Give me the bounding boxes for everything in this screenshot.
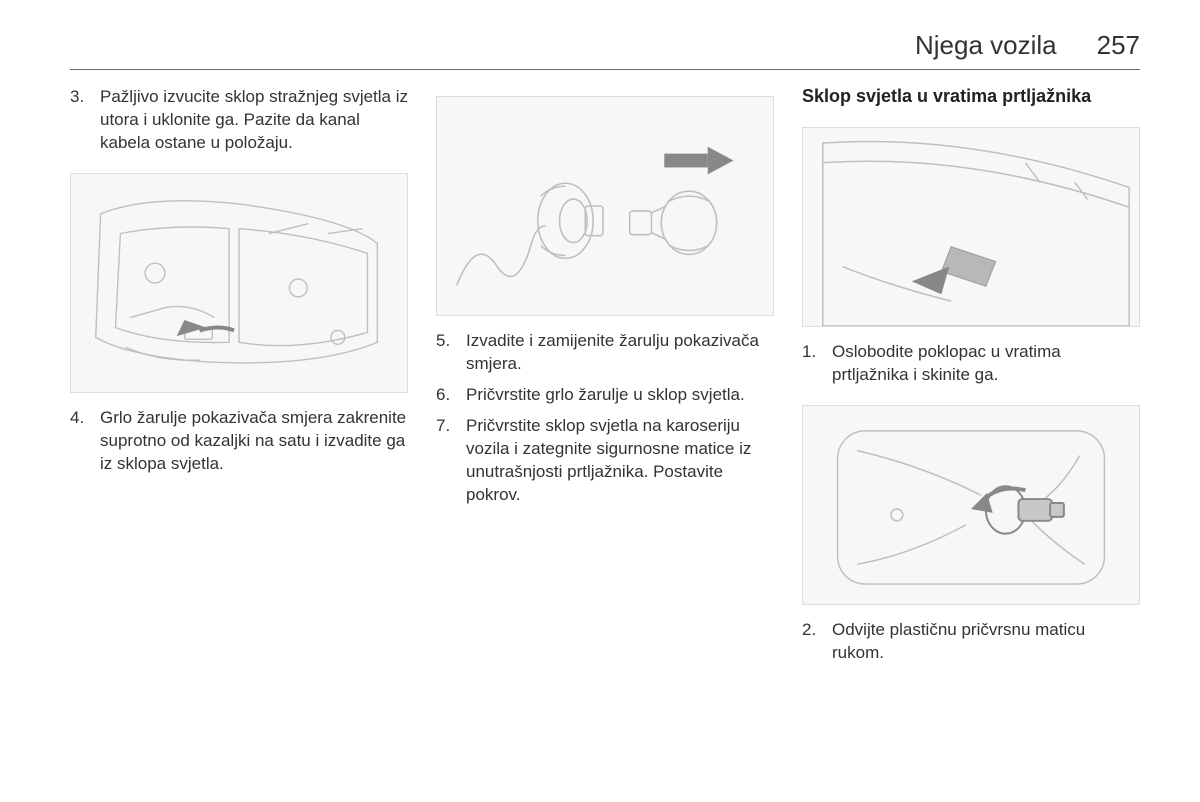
step-text: Odvijte plastičnu pričvrsnu maticu rukom… [832,620,1085,662]
step-list-1b: 4. Grlo žarulje pokazivača smjera zakren… [70,407,408,484]
column-1: 3. Pažljivo izvucite sklop stražnjeg svj… [70,86,408,673]
step-number: 6. [436,384,450,407]
header-page-number: 257 [1097,30,1140,61]
step-number: 3. [70,86,84,109]
bulb-socket-illustration [437,97,773,315]
header-title: Njega vozila [915,30,1057,61]
step-list-1a: 3. Pažljivo izvucite sklop stražnjeg svj… [70,86,408,163]
step-7: 7. Pričvrstite sklop svjetla na karoseri… [436,415,774,507]
step-1: 1. Oslobodite poklopac u vratima prtljaž… [802,341,1140,387]
step-number: 4. [70,407,84,430]
content-columns: 3. Pažljivo izvucite sklop stražnjeg svj… [70,86,1140,673]
column-3: Sklop svjetla u vratima prtljažnika [802,86,1140,673]
plastic-nut-illustration [803,406,1139,604]
step-number: 2. [802,619,816,642]
step-number: 1. [802,341,816,364]
figure-tailgate-cover [802,127,1140,327]
page-header: Njega vozila 257 [70,30,1140,70]
tail-light-illustration [71,174,407,392]
step-3: 3. Pažljivo izvucite sklop stražnjeg svj… [70,86,408,155]
step-4: 4. Grlo žarulje pokazivača smjera zakren… [70,407,408,476]
step-2: 2. Odvijte plastičnu pričvrsnu maticu ru… [802,619,1140,665]
step-text: Grlo žarulje pokazivača smjera zakrenite… [100,408,406,473]
step-list-3a: 1. Oslobodite poklopac u vratima prtljaž… [802,341,1140,395]
figure-bulb-socket [436,96,774,316]
step-list-3b: 2. Odvijte plastičnu pričvrsnu maticu ru… [802,619,1140,673]
column-2: 5. Izvadite i zamijenite žarulju pokaziv… [436,86,774,673]
step-text: Izvadite i zamijenite žarulju pokazivača… [466,331,759,373]
subheading-tailgate-light: Sklop svjetla u vratima prtljažnika [802,86,1140,107]
step-number: 5. [436,330,450,353]
step-number: 7. [436,415,450,438]
figure-plastic-nut [802,405,1140,605]
figure-tail-light-assembly [70,173,408,393]
step-text: Oslobodite poklopac u vratima prtljažnik… [832,342,1061,384]
step-text: Pričvrstite grlo žarulje u sklop svjetla… [466,385,745,404]
step-5: 5. Izvadite i zamijenite žarulju pokaziv… [436,330,774,376]
step-6: 6. Pričvrstite grlo žarulje u sklop svje… [436,384,774,407]
tailgate-cover-illustration [803,128,1139,326]
step-text: Pričvrstite sklop svjetla na karoseriju … [466,416,751,504]
step-list-2: 5. Izvadite i zamijenite žarulju pokaziv… [436,330,774,515]
step-text: Pažljivo izvucite sklop stražnjeg svjetl… [100,87,408,152]
